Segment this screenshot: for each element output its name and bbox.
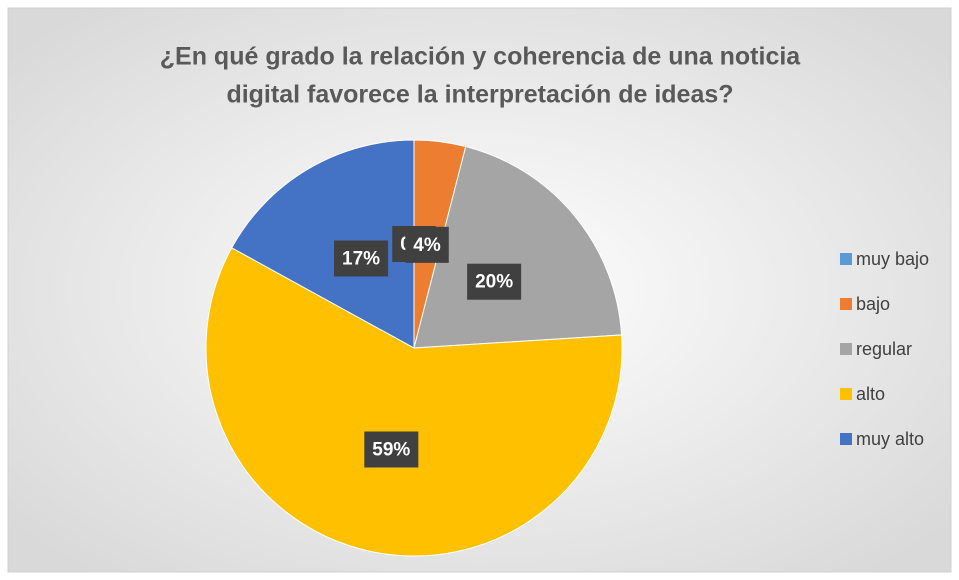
legend-swatch — [840, 433, 852, 445]
chart-title: digital favorece la interpretación de id… — [226, 81, 733, 109]
pie-slice — [231, 139, 415, 349]
legend-label: regular — [856, 339, 912, 359]
legend-label: bajo — [856, 294, 890, 314]
pie-slice — [413, 145, 623, 349]
data-label-box — [334, 240, 389, 277]
data-label: 59% — [372, 440, 410, 461]
legend-label: muy alto — [856, 429, 924, 449]
data-label-box — [467, 263, 522, 300]
chart-title: ¿En qué grado la relación y coherencia d… — [160, 43, 802, 71]
legend-swatch — [840, 253, 852, 265]
data-label: 17% — [342, 248, 380, 269]
legend-label: alto — [856, 384, 885, 404]
legend-swatch — [840, 343, 852, 355]
data-label-box — [405, 226, 449, 263]
data-label: 20% — [475, 272, 513, 293]
legend-swatch — [840, 298, 852, 310]
data-label: 4% — [413, 235, 441, 256]
pie-slice — [205, 247, 623, 557]
data-label-box — [364, 431, 419, 468]
legend-label: muy bajo — [856, 249, 929, 269]
legend-swatch — [840, 388, 852, 400]
